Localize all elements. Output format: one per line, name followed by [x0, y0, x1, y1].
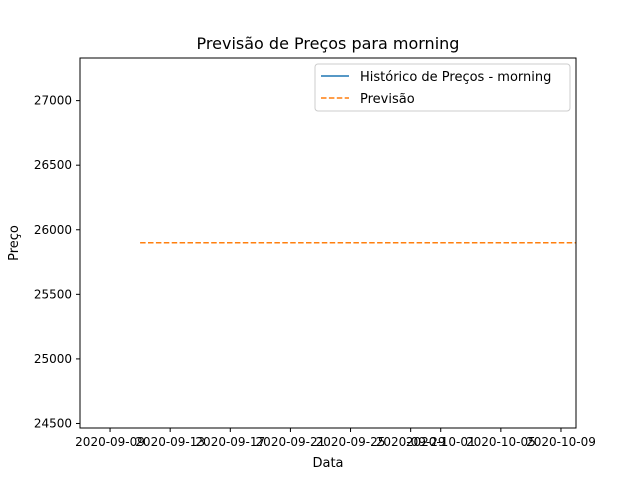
x-axis-label: Data	[312, 456, 343, 471]
y-tick-label: 26500	[34, 158, 72, 172]
x-tick-label: 2020-09-13	[135, 435, 205, 449]
x-tick-label: 2020-09-17	[195, 435, 265, 449]
legend: Histórico de Preços - morning Previsão	[314, 63, 571, 112]
legend-box	[314, 63, 571, 112]
x-tick-label: 2020-10-05	[466, 435, 536, 449]
x-tick-label: 2020-09-09	[75, 435, 145, 449]
y-tick-label: 26000	[34, 223, 72, 237]
y-tick-label: 25000	[34, 352, 72, 366]
x-tick-label: 2020-09-21	[256, 435, 326, 449]
y-tick-label: 24500	[34, 416, 72, 430]
x-tick-label: 2020-10-01	[406, 435, 476, 449]
y-tick-label: 25500	[34, 287, 72, 301]
x-tick-label: 2020-10-09	[526, 435, 596, 449]
plot-frame	[79, 57, 577, 429]
chart-title: Previsão de Preços para morning	[197, 34, 460, 53]
y-tick-label: 27000	[34, 94, 72, 108]
legend-label-previsao: Previsão	[360, 92, 415, 107]
legend-label-historico: Histórico de Preços - morning	[360, 70, 551, 85]
x-tick-label: 2020-09-25	[316, 435, 386, 449]
y-axis-label: Preço	[7, 225, 22, 261]
x-tick-label: 2020-09-29	[376, 435, 446, 449]
